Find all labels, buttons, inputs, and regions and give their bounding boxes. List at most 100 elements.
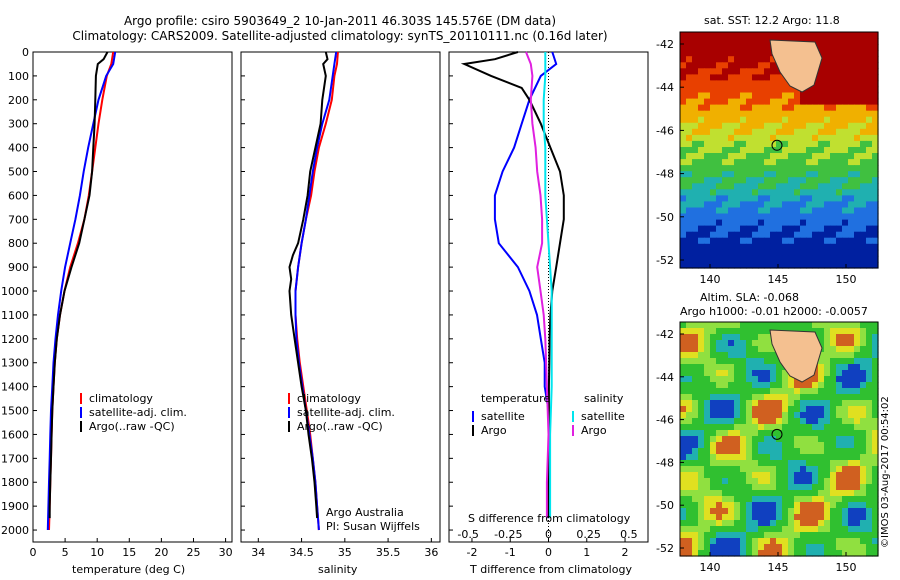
map-cell [734, 358, 741, 365]
map-cell [728, 219, 735, 227]
map-cell [782, 171, 789, 178]
map-cell [704, 153, 711, 160]
map-cell [728, 32, 735, 39]
map-cell [842, 201, 849, 209]
map-cell [692, 219, 699, 227]
map-cell [836, 177, 843, 184]
map-cell [842, 538, 849, 545]
map-cell [770, 496, 777, 503]
map-cell [710, 110, 717, 118]
map-cell [680, 56, 687, 63]
map-cell [860, 219, 867, 227]
map-cell [866, 358, 873, 365]
map-cell [764, 466, 771, 473]
map-cell [698, 460, 705, 467]
map-cell [716, 478, 723, 485]
map-cell [788, 550, 795, 557]
map-cell [716, 442, 723, 449]
map-cell [746, 328, 753, 335]
map-cell [776, 134, 783, 142]
map-cell [692, 116, 699, 124]
map-cell [770, 394, 777, 401]
map-cell [842, 255, 849, 263]
map-cell [758, 201, 765, 209]
map-cell [692, 382, 699, 389]
map-cell [758, 370, 765, 377]
map-cell [818, 50, 825, 57]
map-cell [794, 382, 801, 389]
map-cell [776, 442, 783, 449]
map-cell [836, 508, 843, 515]
map-cell [866, 514, 873, 521]
map-cell [848, 183, 855, 190]
map-cell [686, 56, 693, 63]
map-cell [818, 478, 825, 485]
map-cell [686, 340, 693, 347]
map-cell [710, 122, 717, 130]
map-cell [800, 165, 807, 172]
map-cell [866, 478, 873, 485]
map-cell [710, 213, 717, 221]
map-cell [746, 340, 753, 347]
map-cell [788, 472, 795, 479]
map-cell [782, 243, 789, 251]
map-cell [752, 195, 759, 203]
map-cell [758, 177, 765, 184]
map-cell [710, 80, 717, 88]
map-cell [788, 508, 795, 515]
map-cell [770, 32, 777, 39]
map-cell [824, 225, 831, 233]
map-cell [740, 430, 747, 437]
map-cell [758, 116, 765, 124]
map-cell [746, 207, 753, 215]
map-cell [848, 261, 855, 269]
map-cell [752, 430, 759, 437]
map-cell [764, 340, 771, 347]
map-cell [830, 322, 837, 329]
map-cell [758, 508, 765, 515]
map-cell [740, 346, 747, 353]
map-cell [830, 50, 837, 57]
map-cell [698, 189, 705, 196]
map-cell [704, 532, 711, 539]
map-cell [818, 484, 825, 491]
map-cell [794, 460, 801, 467]
map-cell [860, 496, 867, 503]
map-cell [728, 424, 735, 431]
map-cell [764, 44, 771, 51]
map-cell [860, 514, 867, 521]
map-cell [824, 177, 831, 184]
map-cell [740, 207, 747, 215]
map-cell [800, 147, 807, 154]
map-cell [794, 32, 801, 39]
map-cell [836, 86, 843, 94]
map-cell [788, 159, 795, 166]
map-cell [770, 104, 777, 112]
map-cell [866, 68, 873, 75]
map-cell [854, 394, 861, 401]
map-cell [818, 98, 825, 106]
map-cell [794, 243, 801, 251]
map-cell [812, 183, 819, 190]
map-cell [854, 322, 861, 329]
map-cell [680, 346, 687, 353]
map-cell [800, 98, 807, 106]
map-cell [824, 358, 831, 365]
map-cell [788, 376, 795, 383]
map-cell [872, 520, 879, 527]
map-cell [752, 424, 759, 431]
map-cell [842, 400, 849, 407]
map-cell [818, 134, 825, 142]
map-cell [680, 466, 687, 473]
map-cell [758, 255, 765, 263]
map-cell [800, 92, 807, 100]
map-cell [710, 86, 717, 94]
map-cell [794, 255, 801, 263]
map-cell [866, 340, 873, 347]
map-cell [698, 478, 705, 485]
map-cell [752, 460, 759, 467]
map-cell [830, 346, 837, 353]
map-cell [860, 376, 867, 383]
map-cell [770, 213, 777, 221]
